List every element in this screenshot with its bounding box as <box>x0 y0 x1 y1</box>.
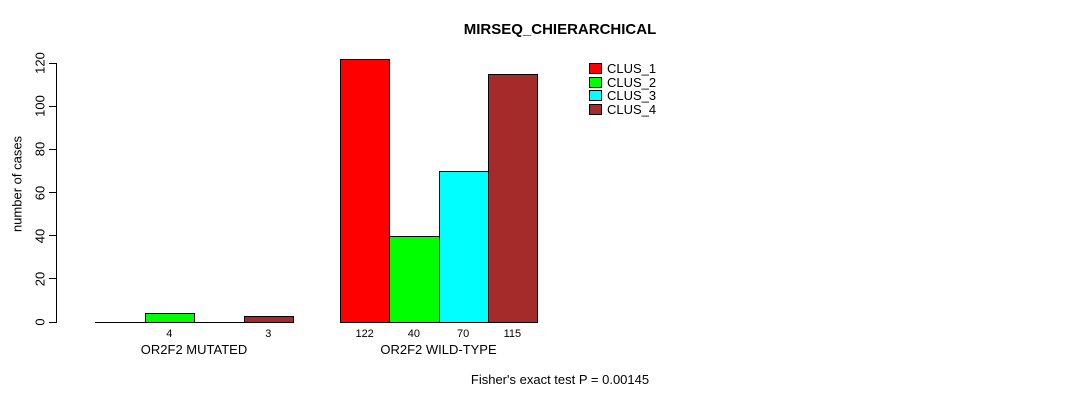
y-tick-label: 0 <box>32 318 48 326</box>
group-label: OR2F2 WILD-TYPE <box>380 342 497 357</box>
legend-item-label: CLUS_4 <box>607 102 657 118</box>
bar-value-label: 122 <box>355 328 374 340</box>
legend-item: CLUS_1 <box>589 61 656 76</box>
legend-item: CLUS_3 <box>589 88 656 103</box>
bar-CLUS_2 <box>389 235 440 323</box>
legend-color-swatch <box>589 90 602 102</box>
y-tick-mark <box>49 321 56 323</box>
y-tick-mark <box>49 192 56 193</box>
legend-item: CLUS_4 <box>589 102 656 117</box>
bar-value-label: 4 <box>166 328 173 340</box>
stat-annotation: Fisher's exact test P = 0.00145 <box>470 372 650 387</box>
bar-value-label: 3 <box>265 328 272 340</box>
bar-value-label: 115 <box>503 328 522 340</box>
y-tick-mark <box>49 105 56 107</box>
y-axis-title: number of cases <box>9 135 25 233</box>
y-tick-label: 60 <box>32 185 48 200</box>
y-axis-line <box>56 63 57 323</box>
y-tick-label: 120 <box>32 52 48 74</box>
bar-CLUS_4 <box>487 73 538 323</box>
y-tick-label: 20 <box>32 271 48 287</box>
legend-item-label: CLUS_2 <box>607 74 657 90</box>
bar-CLUS_3 <box>438 170 489 323</box>
legend-item: CLUS_2 <box>589 75 656 90</box>
bar-value-label: 70 <box>457 328 470 340</box>
y-tick-mark <box>49 278 56 280</box>
legend-item-label: CLUS_1 <box>607 61 657 76</box>
y-tick-mark <box>49 62 56 64</box>
bar-CLUS_4 <box>243 315 294 323</box>
y-tick-label: 100 <box>32 95 48 118</box>
y-tick-mark <box>49 148 56 150</box>
y-tick-mark <box>49 235 56 237</box>
legend-color-swatch <box>589 104 602 116</box>
y-tick-label: 80 <box>32 142 48 157</box>
y-tick-label: 40 <box>32 228 48 243</box>
legend-item-label: CLUS_3 <box>607 88 657 104</box>
bar-CLUS_1 <box>340 58 391 323</box>
chart-title: MIRSEQ_CHIERARCHICAL <box>463 21 657 38</box>
legend-color-swatch <box>589 76 602 88</box>
bar-CLUS_2 <box>144 313 195 323</box>
group-label: OR2F2 MUTATED <box>140 342 248 357</box>
bar-value-label: 40 <box>407 328 420 340</box>
legend-color-swatch <box>589 63 602 74</box>
